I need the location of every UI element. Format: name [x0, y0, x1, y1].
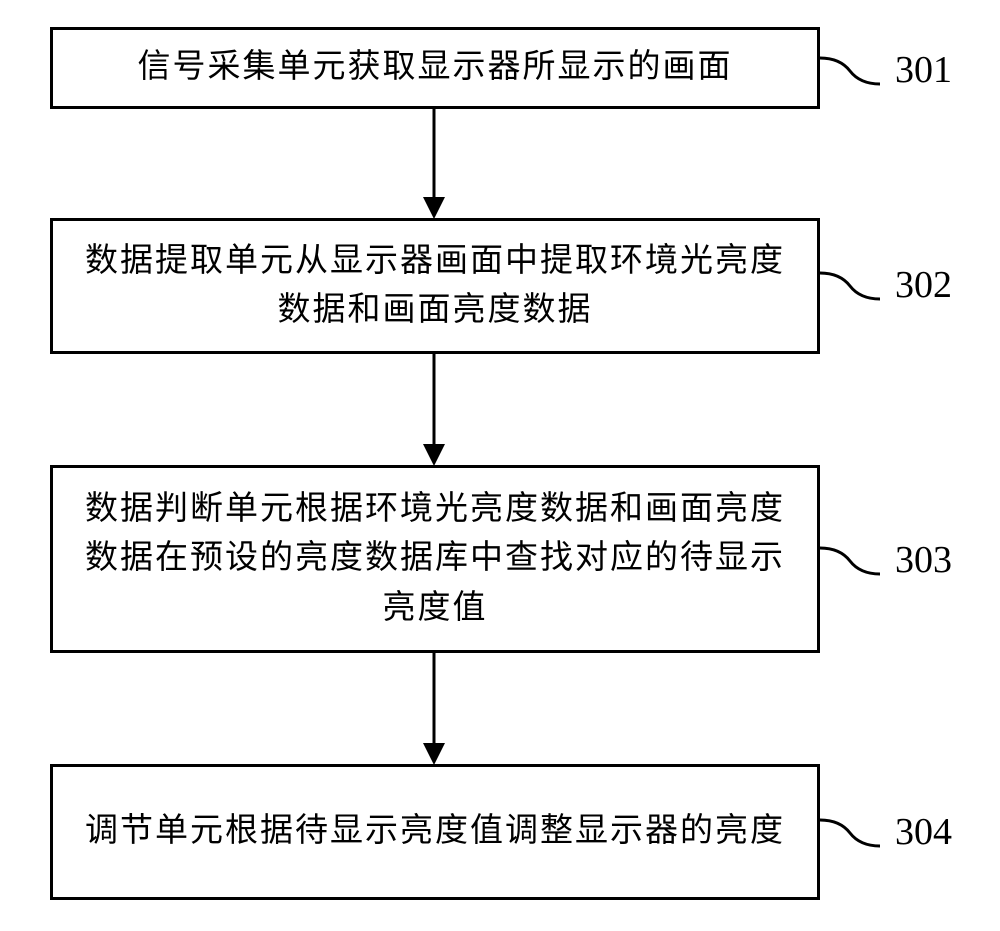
arrowhead-icon	[423, 743, 445, 765]
step-label-3: 303	[895, 538, 952, 582]
arrow-line	[433, 653, 436, 745]
flowchart-step-1: 信号采集单元获取显示器所显示的画面	[50, 27, 820, 109]
arrowhead-icon	[423, 197, 445, 219]
arrow-line	[433, 109, 436, 199]
step-label-1: 301	[895, 48, 952, 92]
flowchart-step-3: 数据判断单元根据环境光亮度数据和画面亮度数据在预设的亮度数据库中查找对应的待显示…	[50, 465, 820, 653]
step-text: 数据提取单元从显示器画面中提取环境光亮度数据和画面亮度数据	[83, 237, 787, 336]
step-text: 数据判断单元根据环境光亮度数据和画面亮度数据在预设的亮度数据库中查找对应的待显示…	[83, 485, 787, 634]
flowchart-container: 信号采集单元获取显示器所显示的画面 数据提取单元从显示器画面中提取环境光亮度数据…	[0, 0, 1000, 931]
arrow-line	[433, 354, 436, 446]
step-label-4: 304	[895, 810, 952, 854]
label-connector-icon	[820, 812, 890, 859]
flowchart-step-2: 数据提取单元从显示器画面中提取环境光亮度数据和画面亮度数据	[50, 218, 820, 354]
label-connector-icon	[820, 265, 890, 312]
step-text: 信号采集单元获取显示器所显示的画面	[138, 43, 733, 93]
flowchart-step-4: 调节单元根据待显示亮度值调整显示器的亮度	[50, 764, 820, 900]
step-text: 调节单元根据待显示亮度值调整显示器的亮度	[85, 807, 785, 857]
arrowhead-icon	[423, 444, 445, 466]
label-connector-icon	[820, 50, 890, 97]
step-label-2: 302	[895, 263, 952, 307]
label-connector-icon	[820, 540, 890, 587]
